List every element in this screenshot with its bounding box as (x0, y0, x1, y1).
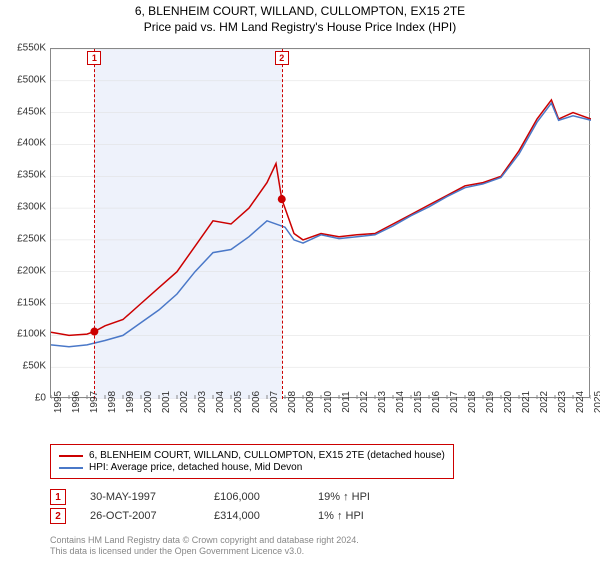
legend-label: 6, BLENHEIM COURT, WILLAND, CULLOMPTON, … (89, 450, 445, 461)
legend-swatch (59, 455, 83, 457)
xtick-label: 2021 (521, 391, 532, 413)
sale-marker-box: 2 (275, 51, 289, 65)
xtick-label: 1996 (71, 391, 82, 413)
chart-title: 6, BLENHEIM COURT, WILLAND, CULLOMPTON, … (0, 4, 600, 18)
ytick-label: £500K (2, 74, 46, 85)
ytick-label: £200K (2, 265, 46, 276)
ytick-label: £0 (2, 393, 46, 404)
sale-row-price: £106,000 (214, 491, 294, 503)
ytick-label: £550K (2, 43, 46, 54)
xtick-label: 2010 (323, 391, 334, 413)
sale-vline (94, 49, 95, 399)
xtick-label: 2004 (215, 391, 226, 413)
legend-row: HPI: Average price, detached house, Mid … (59, 462, 445, 473)
xtick-label: 2018 (467, 391, 478, 413)
sale-row-date: 26-OCT-2007 (90, 510, 190, 522)
legend-label: HPI: Average price, detached house, Mid … (89, 462, 302, 473)
xtick-label: 2009 (305, 391, 316, 413)
xtick-label: 2022 (539, 391, 550, 413)
ytick-label: £50K (2, 361, 46, 372)
sale-marker-box: 1 (87, 51, 101, 65)
sale-row-delta: 1% ↑ HPI (318, 510, 364, 522)
attribution-line2: This data is licensed under the Open Gov… (50, 546, 359, 558)
ytick-label: £250K (2, 233, 46, 244)
ytick-label: £300K (2, 202, 46, 213)
xtick-label: 2015 (413, 391, 424, 413)
legend: 6, BLENHEIM COURT, WILLAND, CULLOMPTON, … (50, 444, 454, 479)
chart-container: 6, BLENHEIM COURT, WILLAND, CULLOMPTON, … (0, 4, 600, 564)
xtick-label: 2000 (143, 391, 154, 413)
xtick-label: 2025 (593, 391, 600, 413)
sale-row: 2 26-OCT-2007 £314,000 1% ↑ HPI (50, 508, 370, 524)
ytick-label: £150K (2, 297, 46, 308)
ytick-label: £450K (2, 106, 46, 117)
ytick-label: £350K (2, 170, 46, 181)
sale-vline (282, 49, 283, 399)
xtick-label: 2002 (179, 391, 190, 413)
xtick-label: 1998 (107, 391, 118, 413)
xtick-label: 2014 (395, 391, 406, 413)
xtick-label: 2024 (575, 391, 586, 413)
xtick-label: 2016 (431, 391, 442, 413)
sale-row-marker: 2 (50, 508, 66, 524)
ytick-label: £400K (2, 138, 46, 149)
xtick-label: 2019 (485, 391, 496, 413)
ytick-label: £100K (2, 329, 46, 340)
xtick-label: 2017 (449, 391, 460, 413)
xtick-label: 2023 (557, 391, 568, 413)
xtick-label: 1997 (89, 391, 100, 413)
attribution: Contains HM Land Registry data © Crown c… (50, 535, 359, 558)
plot-area: 12 (50, 48, 590, 398)
sale-row-date: 30-MAY-1997 (90, 491, 190, 503)
chart-svg (51, 49, 591, 399)
sale-row-price: £314,000 (214, 510, 294, 522)
xtick-label: 2008 (287, 391, 298, 413)
sale-row: 1 30-MAY-1997 £106,000 19% ↑ HPI (50, 489, 370, 505)
xtick-label: 1995 (53, 391, 64, 413)
xtick-label: 2007 (269, 391, 280, 413)
xtick-label: 2012 (359, 391, 370, 413)
xtick-label: 1999 (125, 391, 136, 413)
xtick-label: 2006 (251, 391, 262, 413)
xtick-label: 2011 (341, 391, 352, 413)
sale-row-delta: 19% ↑ HPI (318, 491, 370, 503)
legend-swatch (59, 467, 83, 469)
xtick-label: 2013 (377, 391, 388, 413)
xtick-label: 2003 (197, 391, 208, 413)
legend-row: 6, BLENHEIM COURT, WILLAND, CULLOMPTON, … (59, 450, 445, 461)
sale-row-marker: 1 (50, 489, 66, 505)
series-line (51, 100, 591, 336)
xtick-label: 2005 (233, 391, 244, 413)
chart-subtitle: Price paid vs. HM Land Registry's House … (0, 20, 600, 34)
attribution-line1: Contains HM Land Registry data © Crown c… (50, 535, 359, 547)
xtick-label: 2001 (161, 391, 172, 413)
xtick-label: 2020 (503, 391, 514, 413)
series-line (51, 103, 591, 347)
sales-table: 1 30-MAY-1997 £106,000 19% ↑ HPI 2 26-OCT-200… (50, 486, 370, 527)
